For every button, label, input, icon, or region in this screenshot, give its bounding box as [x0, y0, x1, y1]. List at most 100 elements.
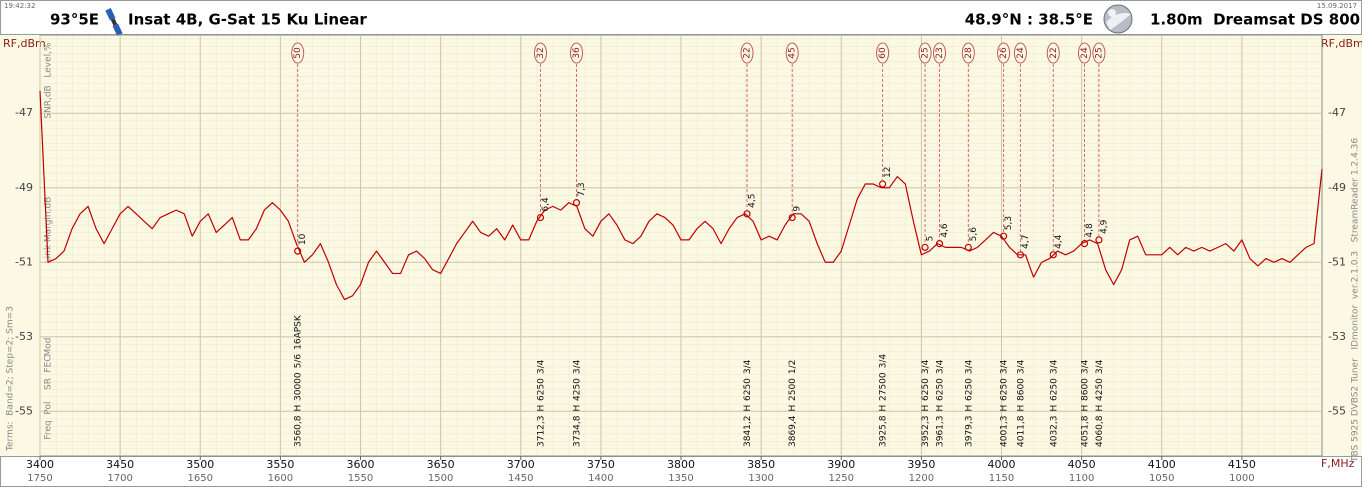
pol: H [1016, 405, 1026, 412]
pol: H [536, 405, 546, 412]
transponder-point [878, 180, 887, 188]
fec: 3/4 [878, 354, 888, 369]
snr-label: 5,3 [1004, 216, 1014, 230]
level-badge [1013, 42, 1027, 64]
pol: H [1049, 405, 1059, 412]
snr-label: 4,5 [748, 194, 758, 208]
x-tick-label: 4050 [1068, 458, 1096, 471]
fec: 3/4 [1080, 359, 1090, 374]
x-axis-label: F,MHz [1321, 457, 1355, 470]
transponder-point [935, 240, 944, 248]
x-tick-label: 4000 [988, 458, 1016, 471]
fec: 3/4 [572, 359, 582, 374]
sr: 2500 [788, 378, 798, 401]
freq-label: 4060,8 H [1094, 405, 1104, 447]
fec: 1/2 [788, 360, 798, 374]
sr-label: 6250 3/4 [921, 359, 931, 401]
x-tick-label: 3700 [507, 458, 535, 471]
fec: 3/4 [1094, 359, 1104, 374]
x2-tick-label: 1150 [989, 473, 1014, 484]
mod: 16APSK [293, 314, 303, 350]
x-tick-label: 3750 [587, 458, 615, 471]
freq: 3841,2 [743, 416, 753, 448]
transponder-point [999, 232, 1008, 240]
footer: TBS 5925 DVBS2 Tuner IDmonitor ver.2.1.0… [1351, 138, 1361, 463]
y-axis-label: RF,dBm [3, 37, 46, 50]
transponder-point [1080, 240, 1089, 248]
pol: H [999, 405, 1009, 412]
level-badge [876, 42, 890, 64]
sr: 4250 [572, 378, 582, 401]
level-badge [785, 42, 799, 64]
fec: 3/4 [1016, 359, 1026, 374]
level-label: 36 [572, 47, 582, 59]
y-tick-label: -55 [15, 404, 33, 417]
sr: 6250 [964, 378, 974, 401]
row-label: SR [44, 378, 54, 390]
pol: H [788, 405, 798, 412]
level-badge [740, 42, 754, 64]
transponder-point [1095, 236, 1103, 244]
x2-tick-label: 1300 [748, 473, 773, 484]
freq-label: 4051,8 H [1080, 405, 1090, 447]
pol: H [935, 405, 945, 412]
sr: 8600 [1016, 378, 1026, 401]
x2-tick-label: 1100 [1069, 473, 1094, 484]
location: 48.9°N : 38.5°E [965, 11, 1093, 29]
freq: 3712,3 [536, 416, 546, 448]
freq-label: 3961,3 H [935, 405, 945, 447]
x-tick-label: 3650 [427, 458, 455, 471]
snr-label: 4,8 [1085, 223, 1095, 238]
sr-label: 6250 3/4 [536, 359, 546, 401]
freq: 4011,8 [1016, 415, 1026, 447]
snr-label: 4,6 [940, 223, 950, 238]
level-label: 24 [1016, 47, 1026, 59]
freq: 4032,3 [1049, 416, 1059, 448]
freq: 3560,8 [293, 415, 303, 447]
freq-label: 3712,3 H [536, 405, 546, 447]
level-badge [918, 42, 932, 64]
snr-label: 6,4 [541, 197, 551, 212]
pol: H [743, 405, 753, 412]
y-tick-label-right: -51 [1328, 255, 1346, 268]
level-label: 32 [536, 47, 546, 58]
sr: 6250 [999, 378, 1009, 401]
transponder-point [788, 213, 796, 222]
sr-label: 4250 3/4 [1094, 359, 1104, 401]
freq-label: 3560,8 H [293, 405, 303, 447]
freq-label: 4011,8 H [1016, 405, 1026, 447]
level-badge [1046, 42, 1060, 64]
row-label: Freq [44, 420, 54, 439]
date: 15.09.2017 [1317, 2, 1357, 10]
transponder-point [294, 247, 302, 255]
snr-label: 4,7 [1021, 234, 1031, 248]
freq: 3961,3 [935, 416, 945, 448]
sr-label: 6250 3/4 [964, 359, 974, 401]
level-label: 25 [921, 47, 931, 58]
sr: 6250 [935, 378, 945, 401]
sr: 6250 [743, 378, 753, 401]
pol: H [293, 405, 303, 412]
spectrum-line [39, 90, 1323, 301]
y-tick-label: -49 [15, 181, 33, 194]
pol: H [921, 405, 931, 412]
freq-label: 3869,4 H [788, 405, 798, 447]
pol: H [878, 405, 888, 412]
x2-tick-label: 1750 [27, 473, 52, 484]
fec: 3/4 [536, 359, 546, 374]
y-tick-label: -53 [15, 330, 33, 343]
snr-label: 9 [793, 206, 803, 212]
x-tick-label: 3950 [907, 458, 935, 471]
sr-label: 6250 3/4 [999, 359, 1009, 401]
snr-label: 5 [926, 236, 936, 242]
freq-label: 3952,3 H [921, 405, 931, 447]
transponder-point [743, 210, 751, 218]
freq: 3979,3 [964, 416, 974, 448]
level-label: 60 [878, 47, 888, 59]
y-tick-label: -51 [15, 255, 33, 268]
transponder-point [921, 243, 929, 251]
sr-label: 6250 3/4 [743, 359, 753, 401]
row-label: SNR,dB [44, 85, 54, 118]
x2-tick-label: 1400 [588, 473, 613, 484]
